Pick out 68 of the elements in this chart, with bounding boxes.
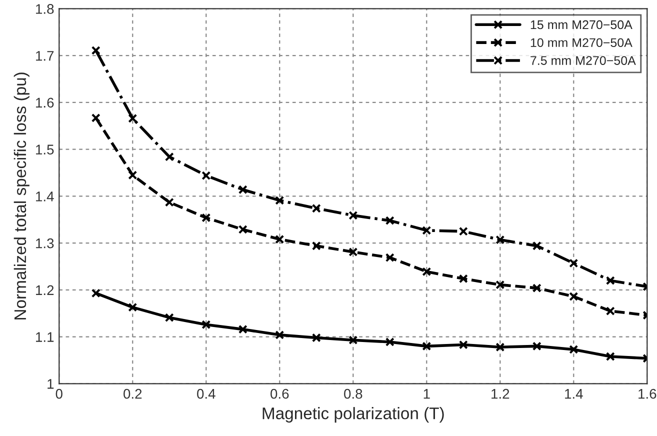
point [202,213,211,222]
point [532,342,542,351]
point [606,352,615,362]
point [91,113,100,122]
point [385,216,394,226]
y-tick-label: 1.2 [36,285,54,295]
point [202,320,211,330]
point [385,253,394,262]
point [606,306,615,316]
point [606,276,615,286]
point [496,342,505,352]
point [164,313,174,322]
point [164,152,174,162]
x-tick-label: 0.8 [344,388,362,399]
point [164,198,174,207]
point [91,288,100,298]
point [348,336,358,345]
legend-label: 7.5 mm M270−50A [530,56,636,65]
y-tick-label: 1.4 [36,192,54,202]
point [569,292,578,302]
y-tick-label: 1.3 [36,238,54,248]
point [458,226,468,236]
point [202,171,211,180]
y-axis-title: Normalized total specific loss (pu) [14,72,30,320]
legend-label: 10 mm M270−50A [530,38,632,48]
point [348,247,358,256]
x-tick-label: 1.2 [492,388,510,399]
point [275,234,284,244]
point [128,114,138,123]
x-axis-title: Magnetic polarization (T) [262,407,444,423]
point [128,302,138,312]
point [91,46,100,55]
point [422,226,432,235]
point [422,267,432,276]
x-tick-label: 0 [56,388,62,399]
point [496,280,505,290]
point [385,337,394,346]
point [238,185,248,194]
y-tick-label: 1.7 [36,51,54,61]
point [458,340,468,350]
point [312,204,321,213]
y-tick-label: 1.6 [36,98,54,108]
point [312,333,321,342]
point [275,196,284,205]
x-tick-label: 1.6 [638,388,656,399]
point [348,210,358,220]
y-tick-label: 1.1 [36,332,54,342]
x-tick-label: 1.4 [565,389,583,399]
point [238,224,248,234]
point [275,330,284,340]
x-tick-label: 0.4 [197,388,216,399]
point [569,258,578,268]
point [569,344,578,354]
point [128,170,138,180]
y-tick-label: 1.8 [36,4,54,14]
point [312,241,321,250]
legend-label: 15 mm M270−50A [530,20,632,30]
x-tick-label: 1 [424,389,430,399]
y-tick-label: 1.5 [36,144,54,154]
y-tick-label: 1 [48,379,54,389]
point [422,342,432,351]
point [532,284,542,293]
point [496,235,505,244]
x-tick-label: 0.2 [124,388,142,399]
x-tick-label: 0.6 [270,388,289,399]
point [238,324,248,334]
point [532,241,542,250]
point [458,274,468,284]
